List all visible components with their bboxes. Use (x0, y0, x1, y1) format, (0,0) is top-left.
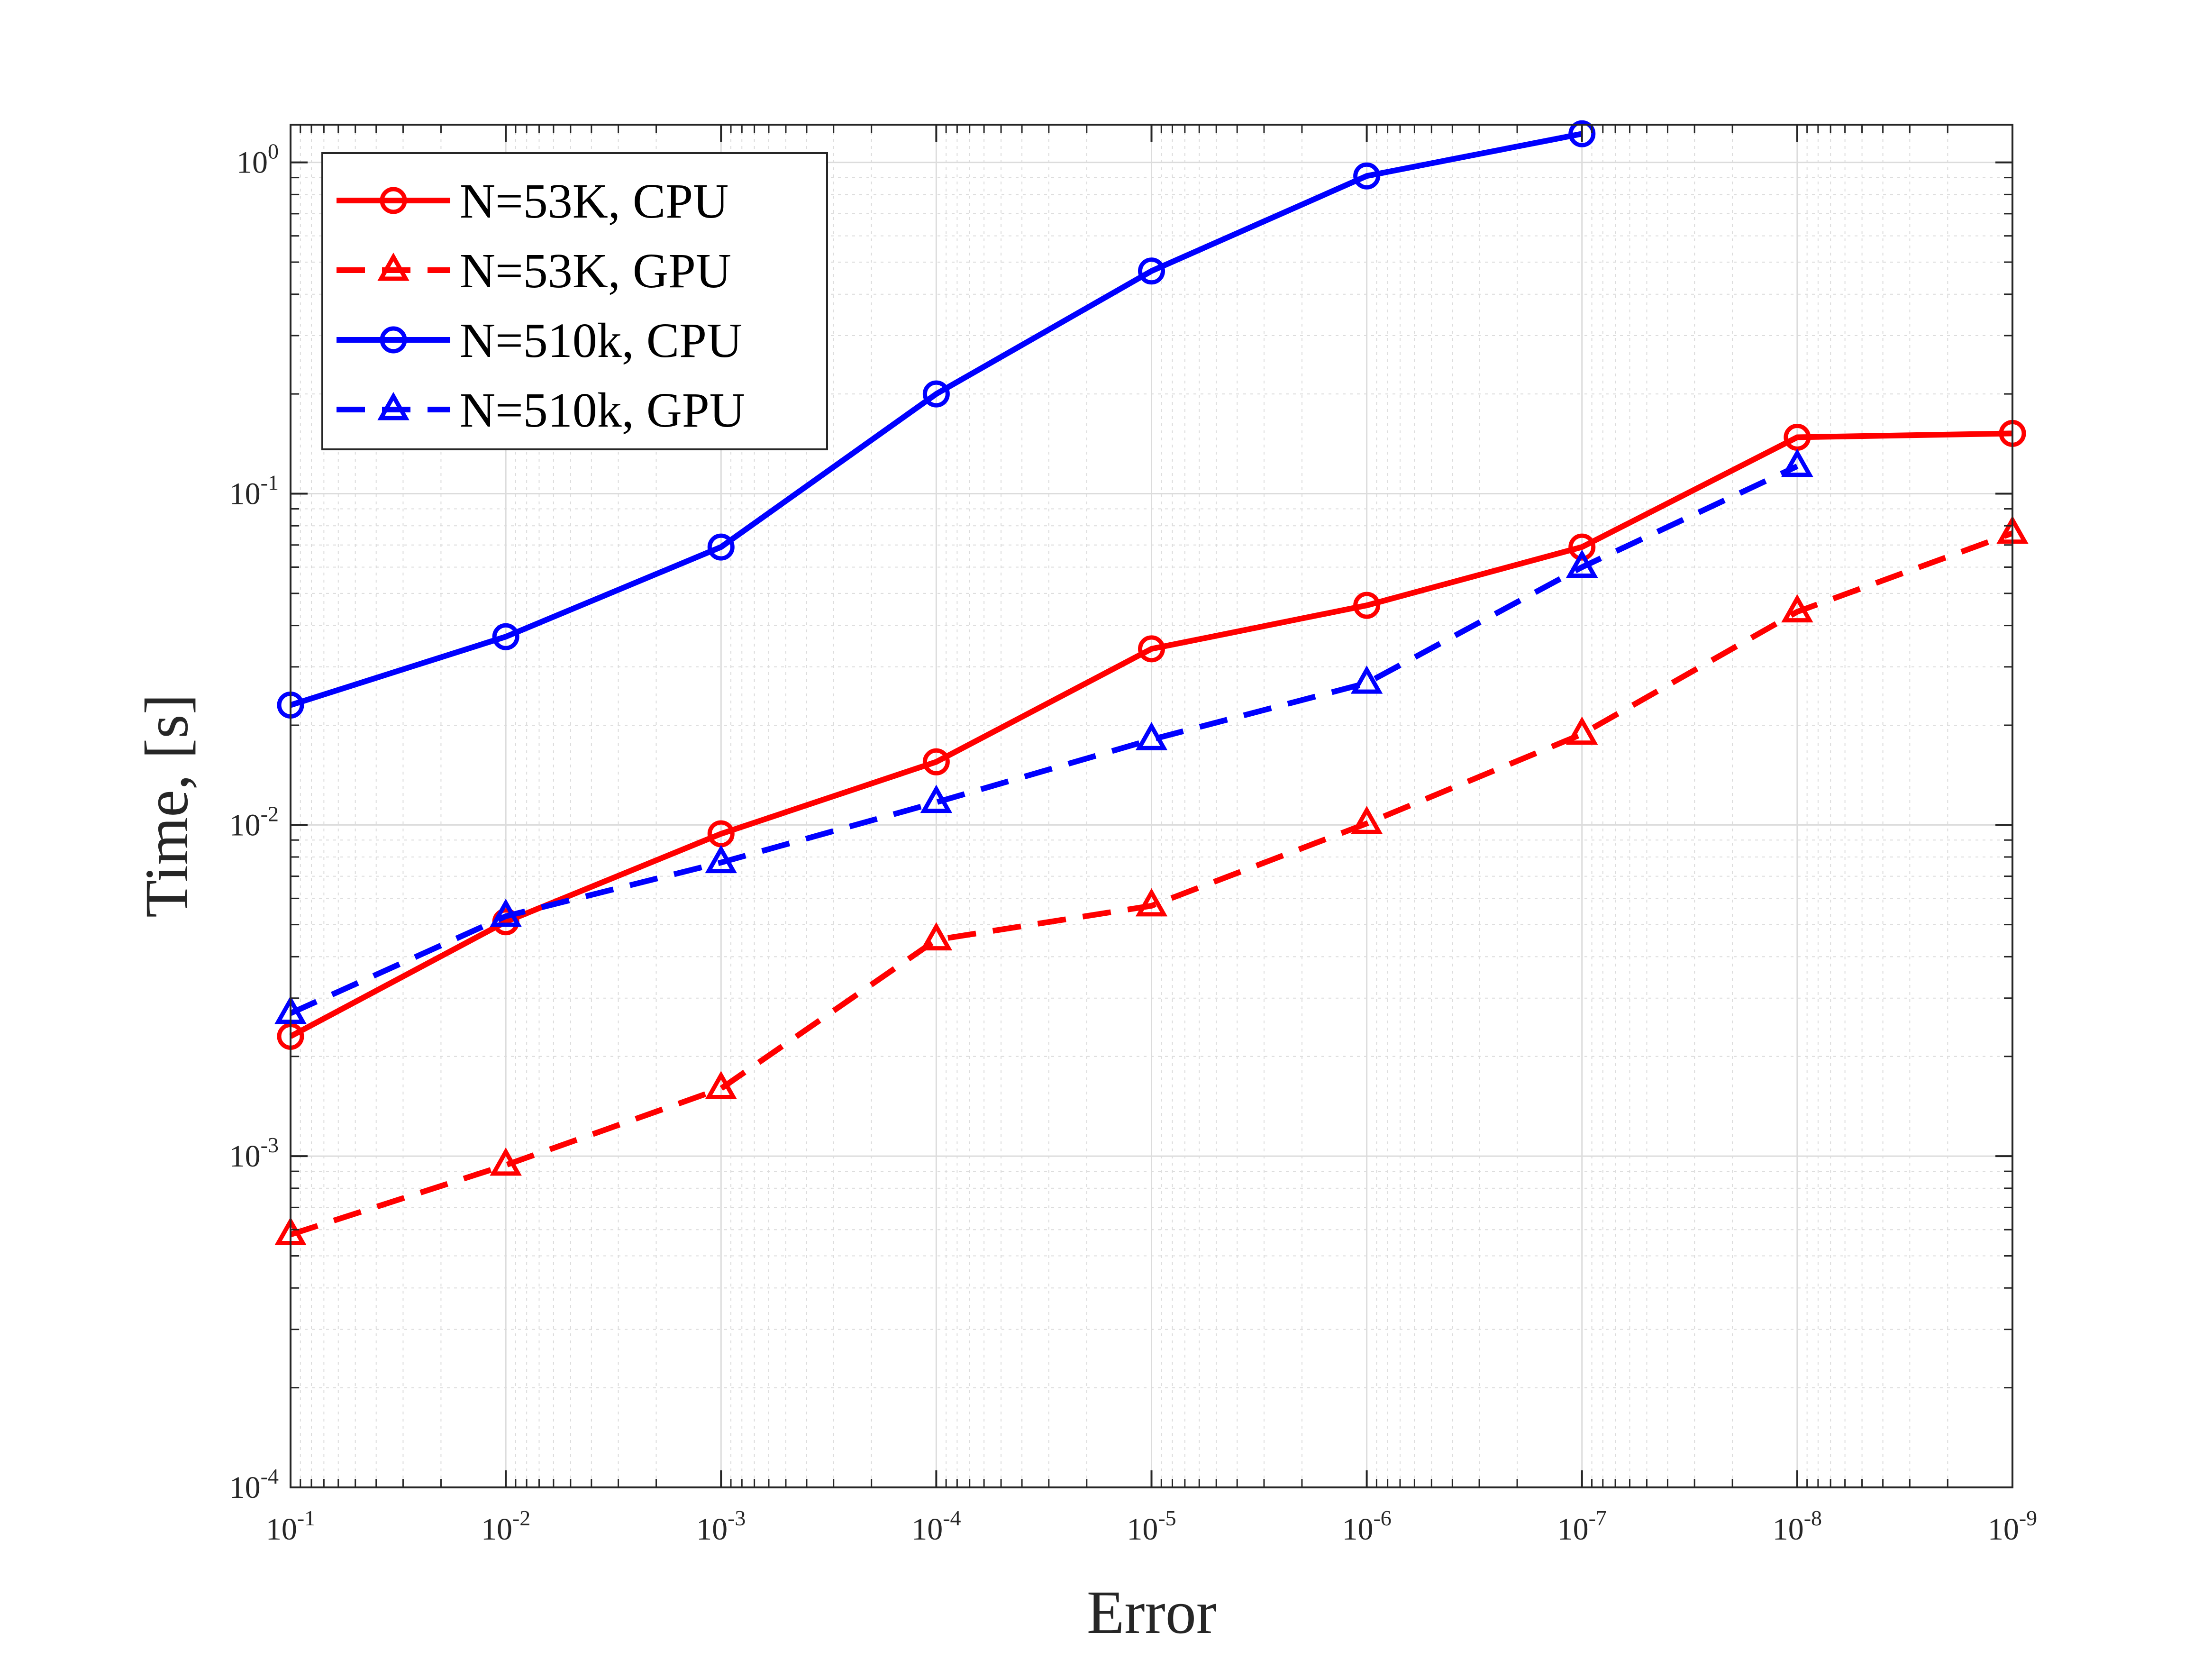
x-tick-label: 10-4 (911, 1506, 961, 1547)
x-tick-label: 10-8 (1773, 1506, 1822, 1547)
y-tick-label: 10-3 (229, 1133, 279, 1174)
legend-triangle-marker (377, 392, 410, 420)
x-tick-label: 10-6 (1342, 1506, 1391, 1547)
circle-marker (1353, 162, 1381, 190)
series-1 (277, 419, 2026, 1050)
triangle-marker (920, 922, 953, 951)
triangle-marker (1566, 716, 1598, 745)
series-line (289, 430, 2013, 1039)
circle-marker (1353, 592, 1381, 619)
series-line (290, 530, 2014, 1238)
series-layer (274, 120, 2029, 1245)
triangle-marker (490, 898, 522, 927)
x-tick-label: 10-5 (1127, 1506, 1176, 1547)
series-line (289, 464, 1799, 1016)
x-axis-label: Error (1087, 1578, 1217, 1647)
tick-labels: 10-1 10-2 10-3 10-4 10-5 10-6 10-7 10-8 10-9 10-4… (229, 139, 2037, 1547)
x-tick-label: 10-9 (1988, 1506, 2037, 1547)
legend-circle-marker (380, 187, 407, 214)
circle-marker (707, 533, 735, 561)
y-tick-label: 100 (237, 139, 279, 180)
legend: N=53K, CPU N=53K, GPU N=510k, CPU N=510k, G… (321, 152, 828, 450)
legend-circle-marker (380, 326, 407, 354)
series-4 (274, 448, 1813, 1024)
circle-marker (492, 623, 519, 650)
circle-marker (1138, 635, 1165, 663)
legend-entry-label: N=510k, GPU (460, 383, 745, 438)
x-tick-label: 10-7 (1557, 1506, 1607, 1547)
circle-marker (922, 380, 950, 408)
circle-marker (1138, 257, 1165, 285)
legend-entry-label: N=53K, CPU (460, 174, 728, 228)
triangle-marker (1781, 448, 1813, 477)
x-tick-label: 10-1 (266, 1506, 315, 1547)
circle-marker (1568, 120, 1596, 147)
triangle-marker (490, 1147, 522, 1176)
y-tick-label: 10-4 (229, 1464, 279, 1505)
y-tick-label: 10-2 (229, 802, 279, 842)
series-2 (274, 515, 2029, 1245)
triangle-marker (1350, 665, 1383, 694)
tick-marks (290, 125, 2013, 1488)
y-tick-label: 10-1 (229, 470, 279, 511)
legend-entry-label: N=53K, GPU (460, 244, 731, 298)
x-tick-label: 10-2 (481, 1506, 530, 1547)
circle-marker (922, 748, 950, 775)
triangle-marker (1566, 549, 1598, 578)
x-tick-label: 10-3 (696, 1506, 746, 1547)
triangle-marker (1781, 594, 1813, 623)
triangle-marker (705, 1071, 737, 1100)
series-3 (277, 120, 1596, 719)
triangle-marker (1135, 888, 1168, 917)
y-axis-label: Time, [s] (133, 694, 201, 918)
legend-triangle-marker (377, 252, 410, 281)
legend-entry-label: N=510k, CPU (460, 313, 742, 368)
triangle-marker (920, 784, 953, 813)
triangle-marker (705, 845, 737, 874)
series-line (290, 131, 1583, 708)
triangle-marker (1135, 722, 1168, 750)
circle-marker (1568, 533, 1596, 561)
triangle-marker (1350, 806, 1383, 834)
